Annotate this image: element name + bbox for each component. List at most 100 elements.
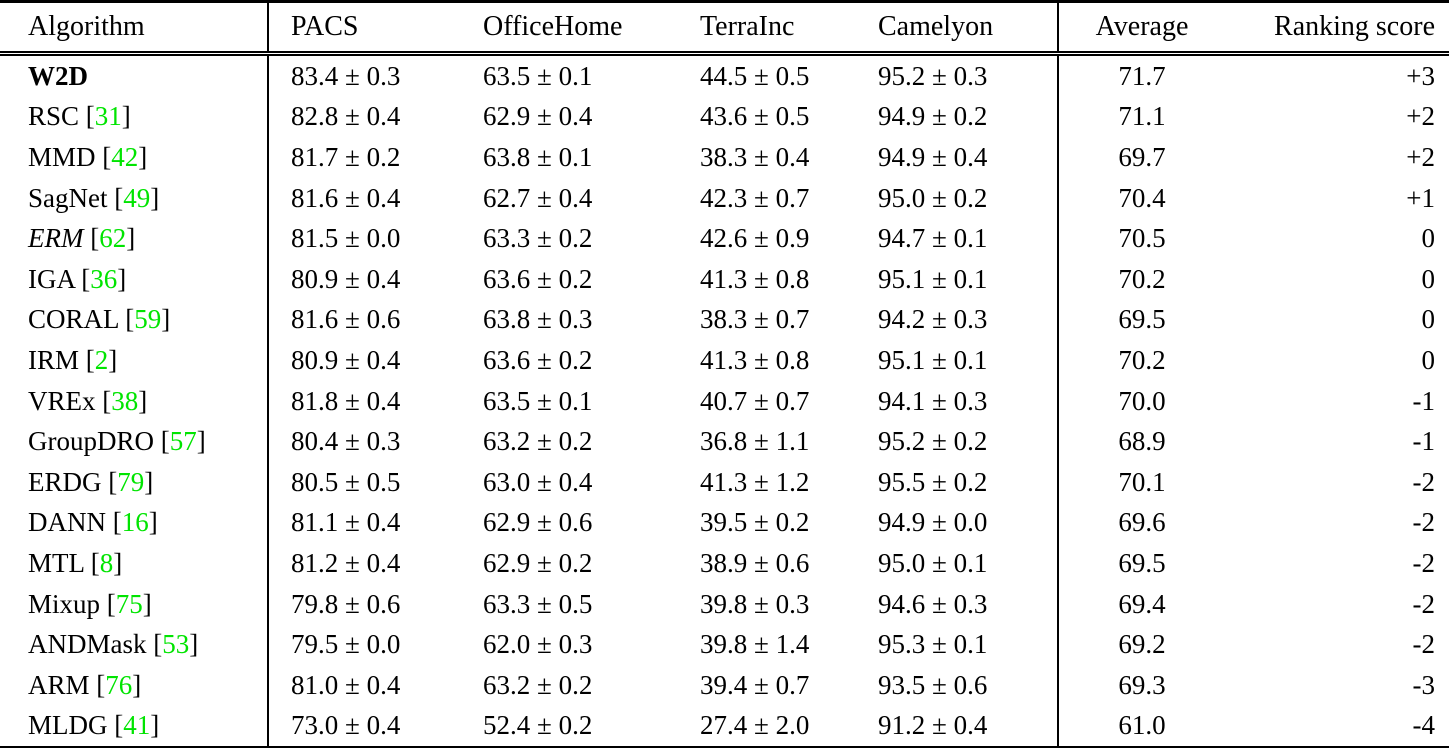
header-row: Algorithm PACS OfficeHome TerraInc Camel… [0,1,1449,56]
ranking-cell: 0 [1421,344,1436,375]
ranking-cell: 0 [1421,263,1436,294]
ranking-cell: -1 [1412,426,1436,457]
terrainc-cell: 36.8 ± 1.1 [700,426,810,457]
table-row: ERDG [79] 80.5 ± 0.5 63.0 ± 0.4 41.3 ± 1.2 9… [0,461,1449,503]
ranking-cell: -2 [1412,547,1436,578]
pacs-cell: 80.4 ± 0.3 [267,421,461,462]
algorithm-cell: Mixup [75] [28,588,152,619]
terrainc-cell: 27.4 ± 2.0 [700,710,810,741]
officehome-cell: 52.4 ± 0.2 [483,710,593,741]
terrainc-cell: 39.4 ± 0.7 [700,669,810,700]
officehome-cell: 63.5 ± 0.1 [483,60,593,91]
pacs-cell: 82.8 ± 0.4 [267,96,461,138]
table-body: W2D 83.4 ± 0.3 63.5 ± 0.1 44.5 ± 0.5 95.2 ± … [0,53,1449,748]
camelyon-cell: 94.7 ± 0.1 [878,223,988,254]
pacs-cell: 81.6 ± 0.6 [267,299,461,341]
officehome-cell: 62.9 ± 0.2 [483,547,593,578]
ranking-cell: -1 [1412,385,1436,416]
officehome-cell: 63.5 ± 0.1 [483,385,593,416]
camelyon-cell: 94.2 ± 0.3 [878,304,988,335]
algorithm-name: IRM [28,344,80,375]
terrainc-cell: 38.3 ± 0.7 [700,304,810,335]
algorithm-name: MTL [28,547,84,578]
terrainc-cell: 38.3 ± 0.4 [700,141,810,172]
algorithm-cell: ARM [76] [28,669,142,700]
officehome-cell: 63.8 ± 0.1 [483,141,593,172]
column-header-average: Average [1057,1,1225,56]
citation-ref: 36 [90,263,118,294]
ranking-cell: +2 [1406,101,1435,132]
officehome-cell: 62.0 ± 0.3 [483,629,593,660]
algorithm-cell: ANDMask [53] [28,629,199,660]
camelyon-cell: 95.0 ± 0.2 [878,182,988,213]
table-row: RSC [31] 82.8 ± 0.4 62.9 ± 0.4 43.6 ± 0.5 94… [0,96,1449,138]
terrainc-cell: 41.3 ± 0.8 [700,344,810,375]
camelyon-cell: 95.0 ± 0.1 [878,547,988,578]
algorithm-name: MLDG [28,710,108,741]
pacs-cell: 81.6 ± 0.4 [267,177,461,219]
table-row: IRM [2] 80.9 ± 0.4 63.6 ± 0.2 41.3 ± 0.8 95.… [0,340,1449,381]
terrainc-cell: 43.6 ± 0.5 [700,101,810,132]
table-row: IGA [36] 80.9 ± 0.4 63.6 ± 0.2 41.3 ± 0.8 95… [0,258,1449,300]
algorithm-name: ERM [28,223,84,254]
table-row: ERM [62] 81.5 ± 0.0 63.3 ± 0.2 42.6 ± 0.9 94… [0,218,1449,259]
table-row: SagNet [49] 81.6 ± 0.4 62.7 ± 0.4 42.3 ± 0.… [0,177,1449,219]
algorithm-name: ERDG [28,466,102,497]
citation-ref: 2 [94,344,109,375]
camelyon-cell: 95.5 ± 0.2 [878,466,988,497]
algorithm-cell: MLDG [41] [28,710,160,741]
citation-ref: 41 [123,710,151,741]
camelyon-cell: 95.2 ± 0.3 [878,60,988,91]
camelyon-cell: 95.2 ± 0.2 [878,426,988,457]
average-cell: 69.6 [1057,502,1225,544]
column-header-camelyon: Camelyon [856,1,1058,56]
ranking-cell: +1 [1406,182,1435,213]
average-cell: 69.3 [1057,664,1225,706]
average-cell: 70.1 [1057,461,1225,503]
officehome-cell: 62.9 ± 0.6 [483,507,593,538]
terrainc-cell: 39.5 ± 0.2 [700,507,810,538]
table-row: W2D 83.4 ± 0.3 63.5 ± 0.1 44.5 ± 0.5 95.2 ± … [0,53,1449,97]
average-cell: 70.4 [1057,177,1225,219]
officehome-cell: 63.6 ± 0.2 [483,263,593,294]
table-row: DANN [16] 81.1 ± 0.4 62.9 ± 0.6 39.5 ± 0.2 9… [0,502,1449,544]
terrainc-cell: 42.6 ± 0.9 [700,223,810,254]
algorithm-cell: VREx [38] [28,385,148,416]
pacs-cell: 81.7 ± 0.2 [267,137,461,178]
average-cell: 70.5 [1057,218,1225,259]
ranking-cell: -2 [1412,507,1436,538]
camelyon-cell: 95.3 ± 0.1 [878,629,988,660]
table-row: GroupDRO [57] 80.4 ± 0.3 63.2 ± 0.2 36.8 ± … [0,421,1449,462]
ranking-cell: -2 [1412,588,1436,619]
algorithm-cell: MMD [42] [28,141,148,172]
algorithm-name: ARM [28,669,90,700]
average-cell: 61.0 [1057,705,1225,748]
column-header-algorithm: Algorithm [0,1,268,56]
algorithm-name: IGA [28,263,75,294]
average-cell: 69.4 [1057,583,1225,625]
table-row: MLDG [41] 73.0 ± 0.4 52.4 ± 0.2 27.4 ± 2.0 9… [0,705,1449,748]
column-header-terrainc: TerraInc [678,1,856,56]
pacs-cell: 81.5 ± 0.0 [267,218,461,259]
average-cell: 69.2 [1057,624,1225,665]
ranking-cell: -2 [1412,629,1436,660]
algorithm-name: W2D [28,60,88,91]
average-cell: 69.5 [1057,543,1225,584]
officehome-cell: 63.0 ± 0.4 [483,466,593,497]
algorithm-name: VREx [28,385,96,416]
ranking-cell: -2 [1412,466,1436,497]
table-row: Mixup [75] 79.8 ± 0.6 63.3 ± 0.5 39.8 ± 0.3… [0,583,1449,625]
column-header-officehome: OfficeHome [461,1,678,56]
ranking-cell: 0 [1421,304,1436,335]
column-header-ranking: Ranking score [1225,1,1449,56]
pacs-cell: 80.9 ± 0.4 [267,340,461,381]
average-cell: 69.7 [1057,137,1225,178]
pacs-cell: 81.2 ± 0.4 [267,543,461,584]
average-cell: 70.0 [1057,380,1225,422]
officehome-cell: 63.3 ± 0.5 [483,588,593,619]
pacs-cell: 80.9 ± 0.4 [267,258,461,300]
pacs-cell: 83.4 ± 0.3 [267,53,461,97]
table-row: MTL [8] 81.2 ± 0.4 62.9 ± 0.2 38.9 ± 0.6 95.… [0,543,1449,584]
table-row: VREx [38] 81.8 ± 0.4 63.5 ± 0.1 40.7 ± 0.7 9… [0,380,1449,422]
camelyon-cell: 95.1 ± 0.1 [878,263,988,294]
